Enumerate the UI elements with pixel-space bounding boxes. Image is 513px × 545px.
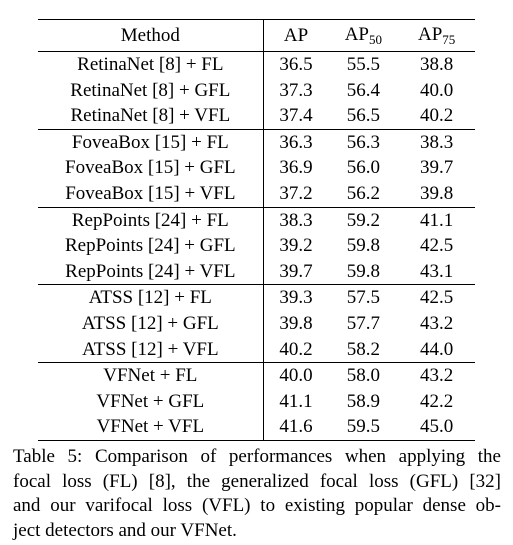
- ap-cell: 37.3: [279, 79, 313, 101]
- ap50-cell: 59.8: [346, 260, 380, 282]
- ap75-cell: 42.5: [398, 284, 475, 311]
- table-row: RetinaNet [8] + FL 36.5 55.5 38.8: [38, 51, 475, 78]
- ap75-cell: 38.3: [398, 128, 475, 156]
- method-cell: RetinaNet [8] + FL: [38, 51, 264, 78]
- ap75-cell: 44.0: [419, 338, 454, 360]
- ap-cell: 41.1: [279, 390, 313, 412]
- method-cell: VFNet + VFL: [38, 414, 264, 441]
- ap50-cell: 59.5: [328, 414, 399, 441]
- ap-cell-best: 37.4: [279, 105, 313, 127]
- method-cell: FoveaBox [15] + FL: [38, 128, 264, 156]
- ap-cell-best: 37.2: [279, 182, 313, 204]
- ap50-cell: 58.9: [346, 390, 380, 412]
- table-row: ATSS [12] + VFL 40.2 58.2 44.0: [38, 336, 475, 363]
- method-cell: RepPoints [24] + GFL: [38, 233, 264, 259]
- ap50-cell: 55.5: [346, 54, 380, 75]
- table-row: VFNet + GFL 41.1 58.9 42.2: [38, 388, 475, 415]
- header-ap: AP: [263, 19, 329, 52]
- ap-cell: 36.9: [279, 157, 313, 179]
- ap75-cell: 39.7: [419, 157, 454, 179]
- ap75-cell: 45.0: [398, 414, 475, 441]
- ap50-cell: 56.4: [346, 79, 380, 101]
- table-row: RepPoints [24] + GFL 39.2 59.8 42.5: [38, 233, 475, 259]
- ap-cell: 39.2: [279, 235, 313, 257]
- table-row: RepPoints [24] + FL 38.3 59.2 41.1: [38, 206, 475, 234]
- table-row: FoveaBox [15] + FL 36.3 56.3 38.3: [38, 128, 475, 156]
- table-body: RetinaNet [8] + FL 36.5 55.5 38.8 Retina…: [38, 51, 475, 441]
- method-cell: ATSS [12] + GFL: [38, 310, 264, 337]
- table-row: VFNet + VFL 41.6 59.5 45.0: [38, 414, 475, 441]
- ap50-cell: 56.5: [346, 105, 380, 127]
- ap75-cell: 39.8: [419, 182, 454, 204]
- table-row: RetinaNet [8] + VFL 37.4 56.5 40.2: [38, 103, 475, 130]
- header-ap50-base: AP: [344, 24, 369, 46]
- method-cell: RepPoints [24] + FL: [38, 206, 264, 234]
- table-row: FoveaBox [15] + VFL 37.2 56.2 39.8: [38, 180, 475, 208]
- ap50-cell: 56.3: [328, 128, 399, 156]
- method-cell: VFNet + FL: [38, 362, 264, 389]
- ap75-cell: 43.2: [398, 362, 475, 389]
- method-cell: ATSS [12] + VFL: [38, 336, 264, 363]
- method-cell: RetinaNet [8] + VFL: [38, 103, 264, 130]
- ap-cell: 36.3: [263, 128, 329, 156]
- ap-cell-best: 39.7: [279, 260, 313, 282]
- table-row: RetinaNet [8] + GFL 37.3 56.4 40.0: [38, 77, 475, 104]
- ap-cell-best: 40.2: [279, 338, 313, 360]
- method-cell: FoveaBox [15] + VFL: [38, 180, 264, 208]
- caption-line: focal loss (FL) [8], the generalized foc…: [13, 470, 501, 492]
- ap75-cell: 42.2: [419, 390, 454, 412]
- ap50-cell: 59.8: [346, 235, 380, 257]
- ap75-cell: 43.2: [419, 312, 454, 334]
- ap-cell: 38.3: [263, 206, 329, 234]
- ap75-cell: 40.0: [419, 79, 454, 101]
- table-row: RepPoints [24] + VFL 39.7 59.8 43.1: [38, 258, 475, 285]
- caption-line: ject detectors and our VFNet.: [13, 519, 237, 541]
- header-ap75-base: AP: [417, 24, 443, 46]
- ap50-cell: 57.5: [328, 284, 399, 311]
- header-ap50: AP50: [328, 19, 399, 52]
- ap50-cell: 58.0: [328, 362, 399, 389]
- ap75-cell: 43.1: [419, 260, 454, 282]
- header-ap75: AP75: [398, 19, 475, 52]
- ap-cell-best: 41.6: [263, 414, 329, 441]
- method-cell: FoveaBox [15] + GFL: [38, 155, 264, 181]
- header-ap50-subscript: 50: [368, 32, 382, 48]
- method-cell: ATSS [12] + FL: [38, 284, 264, 311]
- method-cell: RetinaNet [8] + GFL: [38, 77, 264, 104]
- ap-cell: 39.8: [279, 312, 313, 334]
- ap50-cell: 56.2: [346, 182, 380, 204]
- caption-line: Table 5: Comparison of performances when…: [13, 446, 501, 467]
- header-ap75-subscript: 75: [442, 32, 456, 48]
- ap-cell: 40.0: [263, 362, 329, 389]
- results-table: Method AP AP50 AP75 RetinaNet [8] + FL 3…: [38, 19, 475, 441]
- method-cell: VFNet + GFL: [38, 388, 264, 415]
- table-caption: Table 5: Comparison of performances when…: [13, 445, 501, 543]
- table-row: ATSS [12] + GFL 39.8 57.7 43.2: [38, 310, 475, 337]
- ap75-cell: 41.1: [398, 206, 475, 234]
- table-header-row: Method AP AP50 AP75: [38, 19, 475, 52]
- ap-cell: 36.5: [279, 54, 313, 75]
- ap50-cell: 59.2: [328, 206, 399, 234]
- table-row: FoveaBox [15] + GFL 36.9 56.0 39.7: [38, 155, 475, 181]
- ap50-cell: 58.2: [346, 338, 380, 360]
- table-row: VFNet + FL 40.0 58.0 43.2: [38, 362, 475, 389]
- ap50-cell: 57.7: [346, 312, 380, 334]
- ap75-cell: 38.8: [419, 54, 454, 75]
- ap-cell: 39.3: [263, 284, 329, 311]
- ap75-cell: 40.2: [419, 105, 454, 127]
- header-method: Method: [38, 19, 264, 52]
- method-cell: RepPoints [24] + VFL: [38, 258, 264, 285]
- ap50-cell: 56.0: [346, 157, 380, 179]
- caption-line: and our varifocal loss (VFL) to existing…: [13, 495, 501, 516]
- ap75-cell: 42.5: [419, 235, 454, 257]
- table-row: ATSS [12] + FL 39.3 57.5 42.5: [38, 284, 475, 311]
